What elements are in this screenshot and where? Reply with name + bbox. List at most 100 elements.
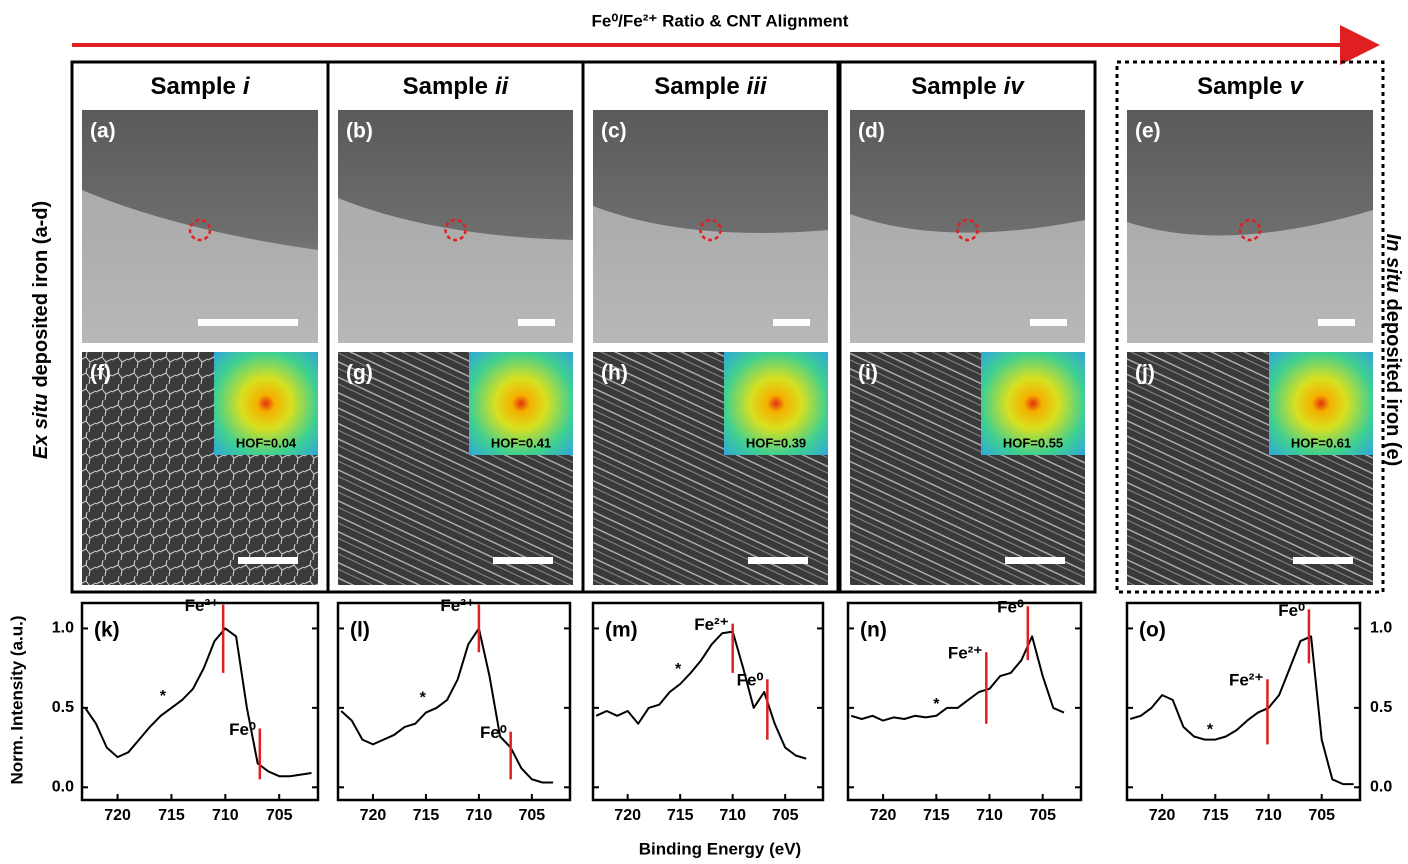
panel-label: (g)	[346, 362, 373, 385]
sample-title: Sample v	[1197, 73, 1304, 100]
annotation: *	[933, 696, 940, 713]
x-tick-label: 705	[1029, 807, 1056, 824]
region-marker	[956, 218, 979, 242]
spectrum-line	[1129, 635, 1354, 786]
right-side-label: In situdeposited iron (e)	[1382, 234, 1404, 467]
sample-title: Sample i	[150, 73, 250, 100]
sem-edge	[338, 198, 573, 343]
sem-edge	[82, 190, 318, 343]
panel-label: (l)	[350, 619, 370, 642]
sample-frame	[838, 60, 1097, 594]
scale-bar	[1005, 557, 1065, 564]
x-tick-label: 720	[614, 807, 641, 824]
x-tick-label: 710	[976, 807, 1003, 824]
x-tick-label: 720	[360, 807, 387, 824]
x-tick-label: 715	[413, 807, 440, 824]
x-tick-label: 705	[519, 807, 546, 824]
scale-bar	[773, 319, 810, 326]
panel-label: (k)	[94, 619, 120, 642]
y-tick-label: 0.5	[52, 699, 74, 716]
left-side-label: Ex situdeposited iron (a-d)	[30, 201, 52, 459]
peak-label: Fe²⁺	[948, 644, 983, 663]
x-tick-label: 715	[667, 807, 694, 824]
sem-edge	[593, 206, 828, 343]
x-tick-label: 715	[158, 807, 185, 824]
fft-inset	[1269, 352, 1373, 455]
annotation: *	[420, 690, 427, 707]
scale-bar	[1030, 319, 1067, 326]
fft-inset	[214, 352, 318, 455]
sample-title: Sample iii	[654, 73, 768, 100]
plot-frame	[1125, 601, 1362, 802]
fft-inset	[981, 352, 1085, 455]
sample-numeral: iii	[747, 73, 768, 100]
x-tick-label: 710	[466, 807, 493, 824]
panel-label: (o)	[1139, 619, 1166, 642]
x-tick-label: 710	[1255, 807, 1282, 824]
fft-inset	[724, 352, 828, 455]
x-tick-label: 705	[266, 807, 293, 824]
annotation: *	[675, 661, 682, 678]
y-axis-label: Norm. Intensity (a.u.)	[7, 615, 26, 784]
panel-label: (f)	[90, 362, 111, 385]
x-tick-label: 705	[1308, 807, 1335, 824]
sample-prefix: Sample	[911, 73, 996, 100]
x-axis-label: Binding Energy (eV)	[639, 839, 801, 858]
y-tick-label: 0.0	[1370, 779, 1392, 796]
y-tick-label: 0.5	[1370, 699, 1392, 716]
sample-numeral: v	[1290, 73, 1305, 100]
scale-bar	[238, 557, 298, 564]
panel-label: (n)	[860, 619, 887, 642]
x-tick-label: 705	[772, 807, 799, 824]
sample-prefix: Sample	[150, 73, 235, 100]
plot-frame	[336, 601, 572, 802]
hof-label: HOF=0.41	[491, 435, 551, 450]
plot-frame	[591, 601, 825, 802]
panel-label: (h)	[601, 362, 628, 385]
sample-prefix: Sample	[403, 73, 488, 100]
peak-label: Fe²⁺	[440, 596, 475, 615]
panel-label: (j)	[1135, 362, 1155, 385]
sample-numeral: i	[243, 73, 251, 100]
figure-title: Fe⁰/Fe²⁺ Ratio & CNT Alignment	[592, 11, 849, 30]
region-marker	[699, 218, 722, 242]
peak-label: Fe⁰	[480, 723, 507, 742]
region-marker	[188, 218, 212, 242]
scale-bar	[493, 557, 553, 564]
peak-label: Fe⁰	[229, 720, 256, 739]
peak-label: Fe²⁺	[185, 596, 220, 615]
spectrum-line	[84, 627, 312, 778]
panel-label: (b)	[346, 120, 373, 143]
peak-label: Fe⁰	[997, 598, 1024, 617]
x-tick-label: 715	[1202, 807, 1229, 824]
hof-label: HOF=0.55	[1003, 435, 1063, 450]
panel-label: (a)	[90, 120, 116, 143]
plot-frame	[80, 601, 320, 802]
x-tick-label: 720	[104, 807, 131, 824]
sample-title: Sample iv	[911, 73, 1025, 100]
spectrum-line	[595, 630, 807, 760]
sem-edge	[850, 214, 1085, 343]
sample-prefix: Sample	[1197, 73, 1282, 100]
peak-label: Fe²⁺	[1229, 671, 1264, 690]
annotation: *	[160, 688, 167, 705]
panel-label: (i)	[858, 362, 878, 385]
fft-inset	[469, 352, 573, 455]
sample-frame	[581, 60, 840, 594]
panel-label: (d)	[858, 120, 885, 143]
region-marker	[1238, 218, 1262, 242]
x-tick-label: 715	[923, 807, 950, 824]
x-tick-label: 720	[1149, 807, 1176, 824]
scale-bar	[1318, 319, 1355, 326]
peak-label: Fe²⁺	[694, 615, 729, 634]
sample-numeral: ii	[495, 73, 510, 100]
x-tick-label: 710	[212, 807, 239, 824]
sample-title: Sample ii	[403, 73, 510, 100]
sample-numeral: iv	[1004, 73, 1026, 100]
scale-bar	[518, 319, 555, 326]
y-tick-label: 1.0	[1370, 620, 1392, 637]
y-tick-label: 0.0	[52, 779, 74, 796]
panel-label: (m)	[605, 619, 638, 642]
annotation: *	[1207, 721, 1214, 738]
